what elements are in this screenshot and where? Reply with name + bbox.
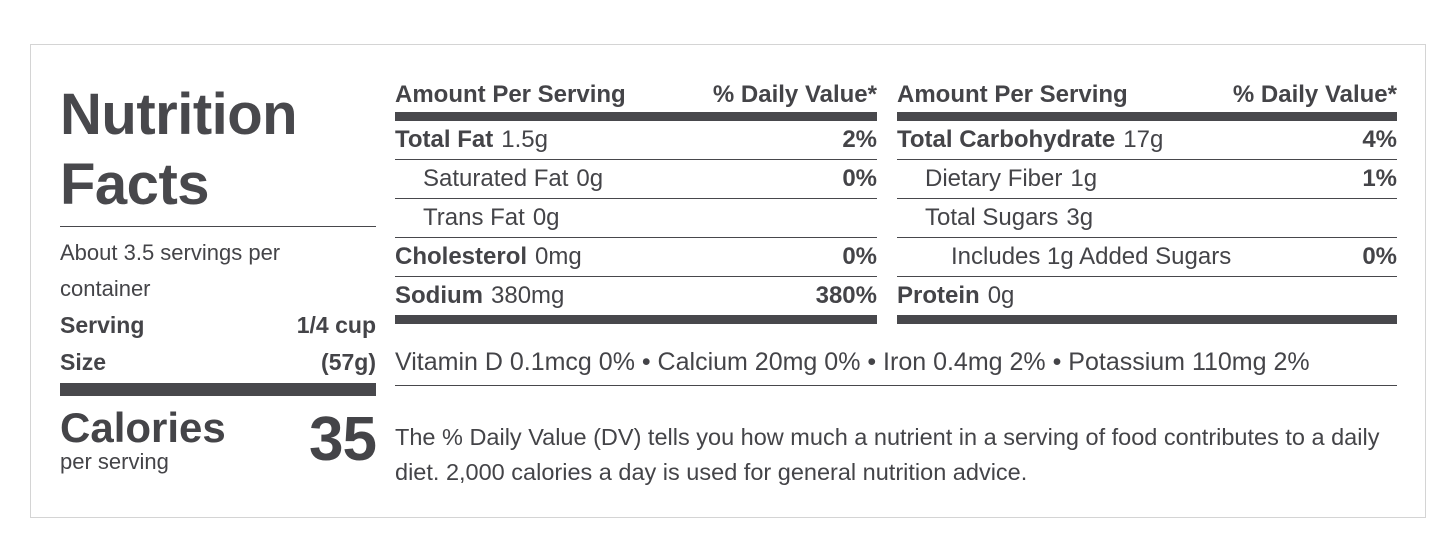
nutrient-amount: 0g	[987, 282, 1015, 309]
nutrient-dv: 2%	[842, 126, 877, 153]
nutrient-name: Cholesterol	[395, 243, 528, 270]
row-total-fat: Total Fat 1.5g 2%	[395, 121, 877, 160]
title-nutrition: Nutrition	[60, 82, 298, 147]
nutrient-amount: 0g	[532, 204, 560, 231]
daily-value-footnote: The % Daily Value (DV) tells you how muc…	[395, 424, 1380, 485]
nutrient-name: Total Carbohydrate	[897, 126, 1116, 153]
nutrient-amount: 0mg	[535, 243, 582, 270]
divider	[60, 226, 376, 227]
serving-size-value: 1/4 cup	[296, 312, 376, 338]
header-amount: Amount Per Serving	[395, 81, 626, 108]
nutrient-name: Sodium	[395, 282, 483, 309]
nutrient-dv: 1%	[1362, 165, 1397, 192]
row-total-carbohydrate: Total Carbohydrate 17g 4%	[897, 121, 1397, 160]
row-protein: Protein 0g	[897, 277, 1397, 324]
nutrient-dv: 0%	[1362, 243, 1397, 270]
nutrient-dv: 380%	[815, 282, 877, 309]
row-total-sugars: Total Sugars 3g	[897, 199, 1397, 238]
nutrient-amount: 380mg	[491, 282, 565, 309]
nutrient-amount: 3g	[1066, 204, 1094, 231]
calories-subtitle: per serving	[60, 449, 169, 474]
nutrient-amount: 1.5g	[501, 126, 548, 153]
row-sodium: Sodium 380mg 380%	[395, 277, 877, 324]
serving-size-row-2: Size (57g)	[60, 344, 376, 381]
serving-size-label-2: Size	[60, 349, 107, 375]
row-added-sugars: Includes 1g Added Sugars 0%	[897, 238, 1397, 277]
row-trans-fat: Trans Fat 0g	[395, 199, 877, 238]
serving-size-grams: (57g)	[321, 349, 376, 375]
serving-size-row-1: Serving 1/4 cup	[60, 307, 376, 344]
row-saturated-fat: Saturated Fat 0g 0%	[395, 160, 877, 199]
nutrient-amount: 0g	[576, 165, 604, 192]
nutrient-dv: 0%	[842, 165, 877, 192]
header-amount: Amount Per Serving	[897, 81, 1128, 108]
calories-block: Calories per serving 35	[60, 402, 377, 492]
nutrient-table-right: Amount Per Serving % Daily Value* Total …	[897, 78, 1397, 324]
table-header: Amount Per Serving % Daily Value*	[395, 78, 877, 121]
nutrient-name: Saturated Fat	[423, 165, 569, 192]
nutrient-dv: 4%	[1362, 126, 1397, 153]
vitamins-minerals-line: Vitamin D 0.1mcg 0% • Calcium 20mg 0% • …	[395, 342, 1397, 386]
nutrition-label-panel	[30, 44, 1426, 518]
label-left-column: Nutrition Facts About 3.5 servings per c…	[60, 80, 377, 492]
nutrient-amount: 1g	[1070, 165, 1098, 192]
row-cholesterol: Cholesterol 0mg 0%	[395, 238, 877, 277]
nutrient-table-left: Amount Per Serving % Daily Value* Total …	[395, 78, 877, 324]
serving-size-label: Serving	[60, 312, 145, 338]
thick-divider	[60, 383, 376, 396]
nutrient-amount: 17g	[1123, 126, 1164, 153]
nutrient-name: Includes 1g Added Sugars	[951, 243, 1232, 270]
nutrient-name: Total Sugars	[925, 204, 1059, 231]
title-facts: Facts	[60, 152, 210, 217]
nutrient-dv: 0%	[842, 243, 877, 270]
header-dv: % Daily Value*	[1232, 81, 1397, 108]
table-header: Amount Per Serving % Daily Value*	[897, 78, 1397, 121]
header-dv: % Daily Value*	[712, 81, 877, 108]
nutrient-name: Protein	[897, 282, 980, 309]
nutrient-name: Trans Fat	[423, 204, 525, 231]
calories-label: Calories	[60, 404, 226, 451]
nutrient-name: Dietary Fiber	[925, 165, 1063, 192]
calories-value: 35	[309, 405, 377, 474]
nutrient-name: Total Fat	[395, 126, 494, 153]
servings-per-container: About 3.5 servings per container	[60, 240, 281, 301]
row-dietary-fiber: Dietary Fiber 1g 1%	[897, 160, 1397, 199]
